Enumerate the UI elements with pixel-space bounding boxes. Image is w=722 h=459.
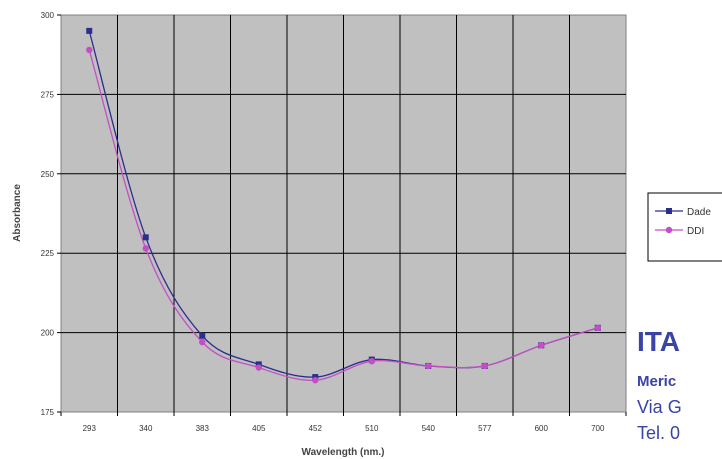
company-subtitle: Meric [637,373,677,390]
y-tick-label: 200 [41,329,55,338]
y-tick-label: 175 [41,408,55,417]
x-tick-label: 405 [252,424,266,433]
data-point-ddi [538,342,545,349]
legend-box [647,192,722,262]
company-name: ITA [637,326,681,357]
data-point-dade [142,234,149,241]
legend-label-ddi: DDI [687,226,704,237]
data-point-ddi [86,46,93,54]
legend-marker-ddi [665,226,673,234]
y-axis: 175 200 225 250 275 300 [41,11,61,417]
company-tel: Tel. 0 [637,423,681,443]
y-tick-label: 250 [41,170,55,179]
x-tick-label: 577 [478,424,492,433]
legend-marker-dade [666,208,672,214]
data-point-ddi [199,338,206,346]
data-point-ddi [255,364,262,371]
grid [61,15,626,412]
x-tick-label: 452 [309,424,323,433]
data-point-dade [199,332,206,339]
y-tick-label: 275 [41,90,55,99]
x-tick-label: 383 [196,424,210,433]
x-tick-label: 600 [535,424,549,433]
data-point-ddi [368,357,375,365]
x-tick-label: 510 [365,424,379,433]
data-point-ddi [481,362,488,370]
y-tick-label: 300 [41,11,55,20]
data-point-ddi [594,324,601,332]
legend: Dade DDI [647,192,722,262]
data-point-dade [86,27,93,34]
y-axis-label: Absorbance [12,184,23,242]
data-point-ddi [142,245,149,252]
series-markers [86,27,601,384]
y-tick-label: 225 [41,249,55,258]
x-axis: 293 340 383 405 452 510 540 577 600 700 [60,412,627,433]
data-point-ddi [425,362,432,370]
x-tick-label: 340 [139,424,153,433]
legend-label-dade: Dade [687,207,711,218]
x-axis-label: Wavelength (nm.) [302,447,385,458]
x-tick-label: 540 [422,424,436,433]
data-point-ddi [312,377,319,384]
x-tick-label: 700 [591,424,605,433]
x-tick-label: 293 [83,424,97,433]
company-address: Via G [637,397,682,417]
